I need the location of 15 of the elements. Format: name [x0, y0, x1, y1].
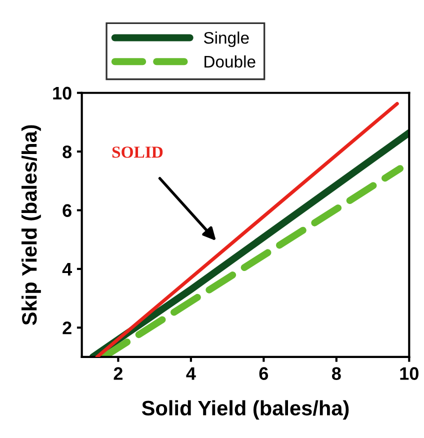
y-tick-label: 10 — [53, 86, 72, 100]
annotation: SOLID — [112, 146, 163, 158]
y-axis-title: Skip Yield (bales/ha) — [21, 125, 41, 326]
x-tick-label: 4 — [186, 367, 196, 380]
y-tick-label: 6 — [62, 204, 72, 217]
legend-label: Single — [204, 32, 249, 48]
y-tick-label: 4 — [62, 263, 72, 276]
x-tick-label: 6 — [259, 367, 268, 380]
x-tick-label: 2 — [114, 367, 122, 380]
x-tick-label: 10 — [400, 367, 418, 380]
x-axis-title: Solid Yield (bales/ha) — [142, 400, 349, 420]
legend-label: Double — [204, 55, 256, 68]
x-tick-label: 8 — [332, 367, 341, 380]
y-tick-label: 8 — [62, 145, 72, 158]
y-tick-label: 2 — [62, 322, 72, 334]
